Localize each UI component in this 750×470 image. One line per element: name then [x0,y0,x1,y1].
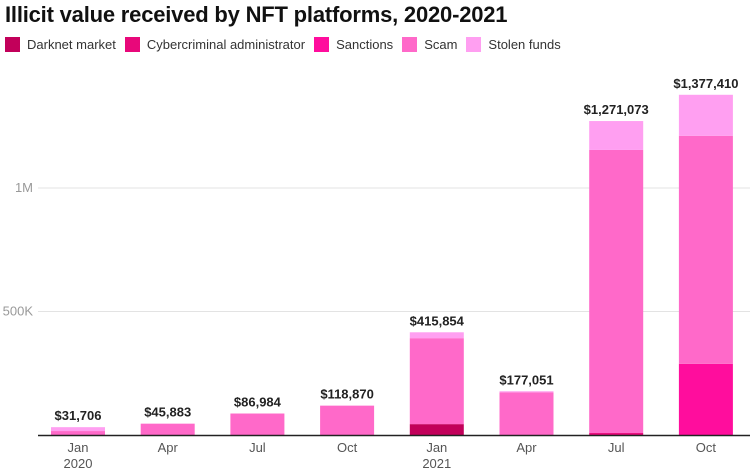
bar-segment-scam[interactable] [409,338,464,425]
x-tick-label: Jul [249,440,266,455]
bar-segment-scam[interactable] [320,405,375,435]
x-tick-label: Oct [337,440,358,455]
legend-item-stolen-funds[interactable]: Stolen funds [466,37,561,52]
legend-item-sanctions[interactable]: Sanctions [314,37,393,52]
legend-swatch [124,37,140,52]
total-label: $86,984 [234,395,282,410]
bar-segment-scam[interactable] [51,431,105,435]
x-tick-label: Jan [426,440,447,455]
x-tick-label: Apr [516,440,537,455]
y-tick-label: 1M [15,180,33,195]
total-label: $415,854 [410,313,465,328]
bar-segment-sanctions[interactable] [678,363,733,435]
x-tick-label: Jul [608,440,625,455]
legend-item-scam[interactable]: Scam [402,37,457,52]
bar-segment-scam[interactable] [678,135,733,364]
legend-item-cybercriminal-administrator[interactable]: Cybercriminal administrator [124,37,306,52]
x-tick-label: Apr [158,440,179,455]
legend-label: Cybercriminal administrator [146,37,306,52]
x-tick-label: Oct [696,440,717,455]
data-labels: $31,706 $45,883 $86,984 $118,870 $415,854 $17… [55,76,739,423]
bar-segment-stolen-funds[interactable] [499,391,554,393]
total-label: $177,051 [499,372,553,387]
bars [51,94,733,435]
bar-segment-darknet-market[interactable] [409,424,464,435]
total-label: $1,377,410 [673,76,738,91]
total-label: $45,883 [144,405,191,420]
bar-segment-scam[interactable] [499,392,554,435]
chart-title: Illicit value received by NFT platforms,… [5,2,508,27]
x-tick-label: Jan [68,440,89,455]
bar-segment-cybercriminal-administrator[interactable] [589,433,644,435]
legend-swatch [5,37,20,52]
chart-legend: Darknet market Cybercriminal administrat… [5,37,570,52]
total-label: $118,870 [320,387,374,402]
x-tick-sublabel: 2021 [422,456,451,470]
bar-segment-scam[interactable] [140,423,195,435]
bar-segment-stolen-funds[interactable] [51,427,105,432]
legend-swatch [314,37,330,52]
y-tick-label: 500K [3,304,34,319]
legend-label: Scam [424,37,458,52]
legend-label: Sanctions [336,37,394,52]
legend-item-darknet-market[interactable]: Darknet market [5,37,116,52]
bar-segment-scam[interactable] [230,413,285,435]
bar-segment-stolen-funds[interactable] [678,94,733,136]
x-tick-sublabel: 2020 [64,456,93,470]
bar-segment-scam[interactable] [589,149,644,434]
total-label: $31,706 [55,408,102,423]
bar-segment-stolen-funds[interactable] [589,121,644,150]
legend-label: Stolen funds [488,37,561,52]
bar-segment-stolen-funds[interactable] [409,332,464,339]
legend-swatch [402,37,418,52]
legend-label: Darknet market [27,37,116,52]
total-label: $1,271,073 [584,102,649,117]
legend-swatch [466,37,482,52]
